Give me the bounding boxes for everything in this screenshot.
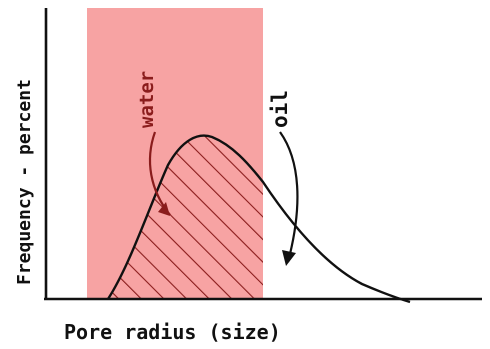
- water-label: water: [136, 71, 158, 128]
- oil-arrow-head: [282, 250, 296, 266]
- y-axis-label: Frequency - percent: [14, 79, 35, 285]
- pore-size-distribution-curve: [106, 134, 411, 304]
- water-arrow-head: [158, 202, 170, 216]
- water-hatched-area: [108, 135, 263, 299]
- oil-arrow-line: [279, 131, 299, 263]
- x-axis-label: Pore radius (size): [64, 320, 281, 344]
- oil-label: oil: [268, 90, 292, 128]
